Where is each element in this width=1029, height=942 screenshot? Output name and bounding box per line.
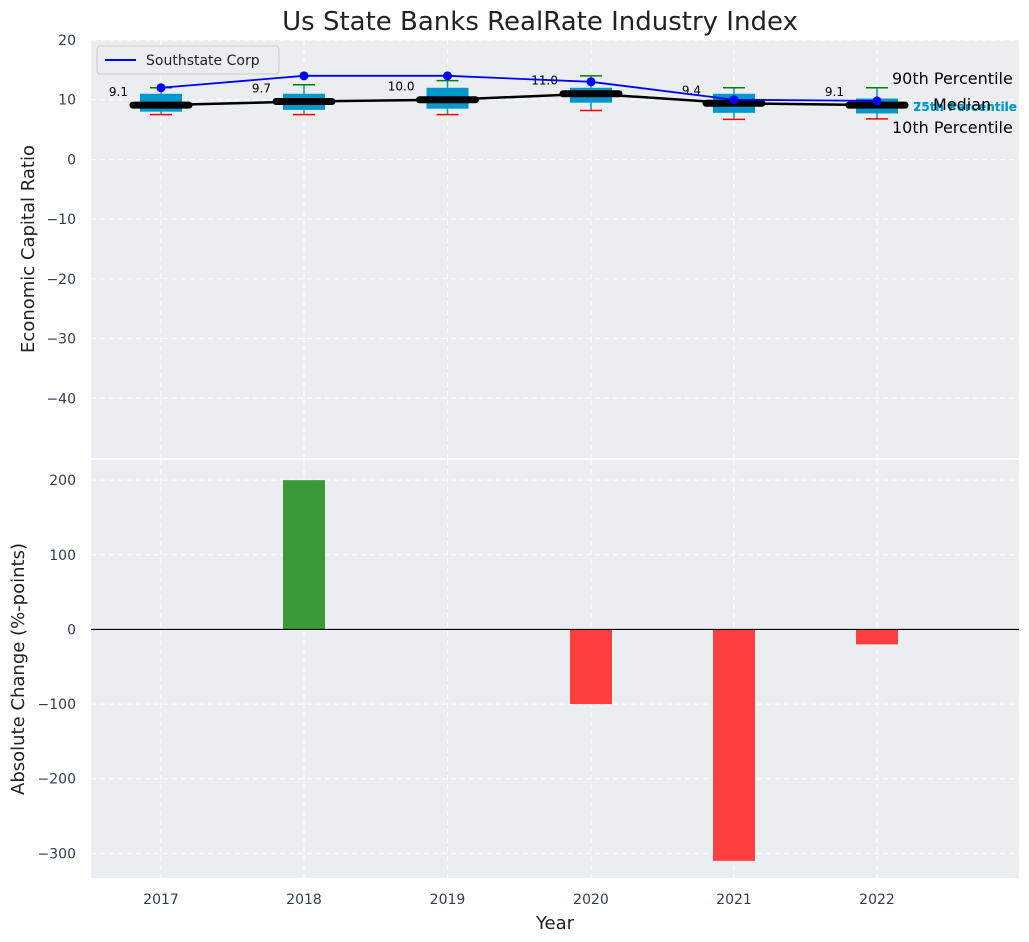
company-point [443, 71, 452, 81]
top-y-tick-label: 20 [58, 33, 76, 49]
chart-title: Us State Banks RealRate Industry Index [282, 7, 798, 37]
annotation-75th-percentile: 75th Percentile [913, 100, 1017, 114]
company-point [299, 71, 309, 81]
annotation-median: Median [933, 95, 991, 114]
annotation-90th-percentile: 90th Percentile [892, 69, 1013, 88]
bottom-y-axis-label: Absolute Change (%-points) [8, 543, 29, 795]
company-point [729, 95, 739, 105]
annotation-10th-percentile: 10th Percentile [892, 118, 1013, 137]
company-point [872, 96, 882, 106]
company-point [156, 83, 166, 93]
percentile-annotations: 90th Percentile 75th Percentile 25th Per… [892, 69, 1017, 137]
top-grid: 20 10 0 −10 −20 −30 −40 [46, 33, 1019, 458]
legend: Southstate Corp [96, 45, 280, 75]
change-bar [856, 629, 898, 645]
bottom-y-tick-label: −100 [38, 697, 76, 713]
bottom-marks [91, 480, 1019, 861]
top-y-tick-label: −40 [46, 391, 76, 407]
x-tick-label: 2021 [716, 892, 752, 908]
change-bar [713, 629, 755, 861]
top-y-tick-label: −10 [46, 212, 76, 228]
top-y-tick-label: 10 [58, 93, 76, 109]
bottom-y-tick-label: −200 [38, 772, 76, 788]
top-y-tick-label: 0 [67, 152, 76, 168]
company-line [160, 74, 878, 102]
top-marks: 9.1 9.7 10.0 11.09.4 9.1 [109, 71, 909, 121]
company-point [586, 77, 596, 87]
bottom-y-tick-label: 100 [49, 548, 76, 564]
bottom-y-tick-label: 200 [49, 473, 76, 489]
bottom-plot-background [91, 460, 1019, 878]
x-tick-label: 2022 [859, 892, 895, 908]
top-y-axis-label: Economic Capital Ratio [18, 145, 39, 353]
median-value-label: 9.1 [825, 85, 844, 99]
change-bar [570, 629, 612, 705]
x-tick-label: 2017 [143, 892, 179, 908]
legend-label-southstate: Southstate Corp [146, 53, 260, 69]
bottom-y-tick-label: 0 [67, 622, 76, 638]
annotation-25th-percentile: 25th Percentile [913, 100, 1017, 114]
median-value-label: 9.7 [252, 82, 271, 96]
legend-box [96, 45, 280, 75]
x-tick-label: 2018 [286, 892, 322, 908]
bottom-y-tick-label: −300 [38, 846, 76, 862]
top-y-tick-label: −30 [46, 332, 76, 348]
change-bar [283, 480, 325, 630]
median-value-label: 10.0 [388, 80, 415, 94]
median-value-label: 9.1 [109, 85, 128, 99]
x-tick-label: 2019 [430, 892, 466, 908]
x-axis-label: Year [535, 913, 575, 934]
x-tick-label: 2020 [573, 892, 609, 908]
top-y-tick-label: −20 [46, 272, 76, 288]
